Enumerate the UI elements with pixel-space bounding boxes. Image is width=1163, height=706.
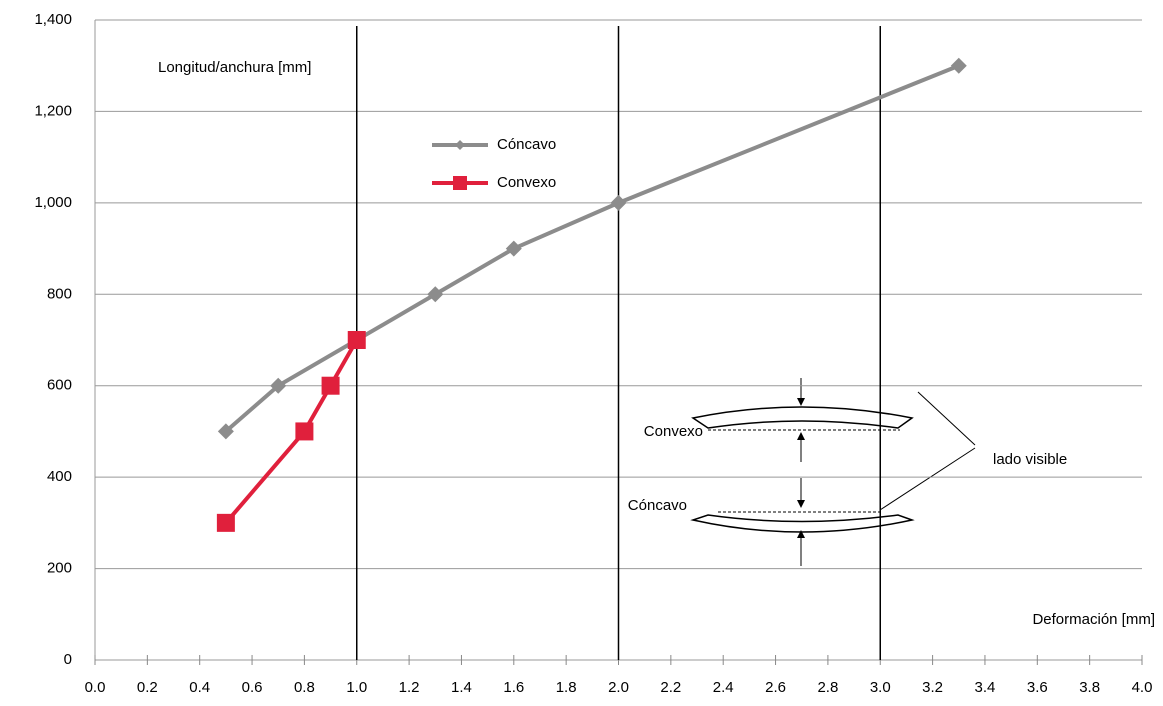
leader-line [917,391,976,446]
annotation: lado visible [993,451,1067,468]
legend-label: Cóncavo [497,136,556,153]
x-tick-label: 3.6 [1027,679,1048,696]
x-tick-label: 2.6 [765,679,786,696]
annotation: Cóncavo [628,497,687,514]
x-tick-label: 1.0 [346,679,367,696]
x-tick-label: 2.2 [660,679,681,696]
annotation: Convexo [644,423,703,440]
deformation-diagram [690,378,976,566]
x-tick-label: 1.4 [451,679,472,696]
point [270,377,287,394]
point [347,331,366,349]
y-tick-label: 1,000 [34,194,72,211]
x-tick-label: 1.8 [556,679,577,696]
x-tick-label: 2.4 [713,679,734,696]
point [610,194,627,211]
x-tick-label: 3.8 [1079,679,1100,696]
arrow-head [797,500,805,508]
convex-piece [691,406,914,429]
concave-piece [690,514,915,533]
plot: 0 200 400 600 800 1,000 1,200 1,400 0.0 0.2 0.4 0.6… [34,11,1152,696]
x-tick-label: 2.0 [608,679,629,696]
x-tick-label: 2.8 [817,679,838,696]
leader-line [879,447,976,511]
y-tick-label: 800 [47,285,72,302]
legend-marker [453,176,467,190]
x-tick-label: 1.2 [399,679,420,696]
arrow-head [797,398,805,406]
y-axis-label: Longitud/anchura [mm] [158,59,311,76]
legend-marker [455,140,465,150]
y-tick-label: 0 [64,651,72,668]
y-tick-label: 1,200 [34,102,72,119]
x-tick-label: 4.0 [1132,679,1153,696]
x-tick-label: 0.4 [189,679,210,696]
x-tick-label: 1.6 [503,679,524,696]
series-line [224,339,359,525]
point [505,240,522,257]
y-tick-label: 200 [47,560,72,577]
x-tick-label: 3.0 [870,679,891,696]
x-tick-label: 0.0 [85,679,106,696]
arrow-head [797,432,805,440]
x-axis-label: Deformación [mm] [1032,611,1155,628]
point [427,286,444,303]
legend-label: Convexo [497,174,556,191]
x-tick-label: 3.2 [922,679,943,696]
point [950,57,967,74]
point [216,513,235,532]
x-tick-label: 3.4 [975,679,996,696]
point [321,376,340,395]
y-tick-label: 400 [47,468,72,485]
x-tick-label: 0.2 [137,679,158,696]
y-tick-label: 1,400 [34,11,72,28]
point [295,422,314,441]
x-tick-label: 0.6 [242,679,263,696]
point [217,423,234,440]
x-tick-label: 0.8 [294,679,315,696]
y-tick-label: 600 [47,377,72,394]
arrow-head [797,530,805,538]
